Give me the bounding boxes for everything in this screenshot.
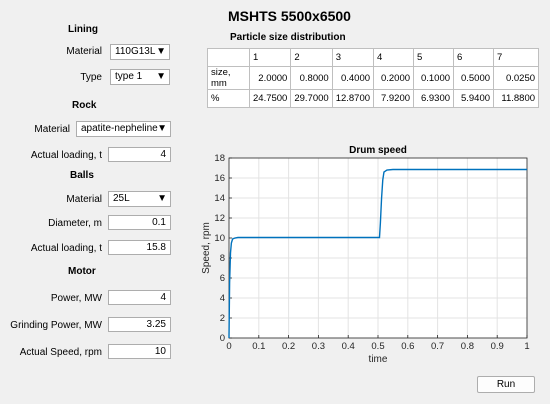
y-tick-label: 10 — [214, 233, 225, 244]
chart-title: Drum speed — [349, 145, 407, 156]
table-header-cell: 1 — [248, 48, 292, 67]
psd-title: Particle size distribution — [230, 32, 346, 43]
table-cell[interactable]: 7.9200 — [373, 89, 415, 108]
drum-speed-chart: 0 0.1 0.2 0.3 0.4 0.5 0.6 0.7 0.8 0.9 102468101214… — [201, 145, 530, 365]
y-tick-label: 0 — [220, 333, 225, 344]
row-label: % — [207, 89, 250, 108]
balls-diameter-label: Diameter, m — [48, 218, 102, 229]
chevron-down-icon: ▼ — [156, 46, 166, 57]
page-title: MSHTS 5500x6500 — [228, 8, 351, 24]
balls-loading-input[interactable]: 15.8 — [108, 240, 171, 255]
x-tick-label: 0.2 — [282, 341, 295, 352]
y-tick-label: 2 — [220, 313, 225, 324]
y-tick-label: 16 — [214, 173, 225, 184]
lining-type-label: Type — [80, 72, 102, 83]
lining-type-dropdown[interactable]: type 1 ▼ — [110, 69, 170, 85]
x-tick-label: 1 — [524, 341, 529, 352]
rock-loading-label: Actual loading, t — [30, 150, 102, 161]
table-cell[interactable]: 0.1000 — [413, 66, 455, 90]
table-header-cell: 5 — [413, 48, 455, 67]
table-header-cell: 6 — [453, 48, 495, 67]
table-header-cell: 2 — [290, 48, 333, 67]
chevron-down-icon: ▼ — [156, 71, 166, 82]
x-tick-label: 0.8 — [461, 341, 474, 352]
run-button[interactable]: Run — [477, 376, 535, 393]
x-tick-label: 0 — [226, 341, 231, 352]
table-cell[interactable]: 12.8700 — [331, 89, 375, 108]
x-tick-label: 0.6 — [401, 341, 414, 352]
table-header-cell: 3 — [331, 48, 375, 67]
table-header-cell: 7 — [493, 48, 540, 67]
table-row: size, mm 2.0000 0.8000 0.4000 0.2000 0.1… — [207, 66, 540, 90]
lining-material-label: Material — [66, 46, 102, 57]
table-cell[interactable]: 0.5000 — [453, 66, 495, 90]
lining-section-title: Lining — [68, 24, 98, 35]
table-cell[interactable]: 0.8000 — [290, 66, 333, 90]
x-tick-label: 0.4 — [342, 341, 355, 352]
balls-material-dropdown[interactable]: 25L ▼ — [108, 191, 171, 207]
y-tick-label: 4 — [220, 293, 225, 304]
table-cell[interactable]: 5.9400 — [453, 89, 495, 108]
table-header-row: 1 2 3 4 5 6 7 — [207, 48, 540, 67]
y-tick-label: 12 — [214, 213, 225, 224]
rock-material-label: Material — [34, 124, 70, 135]
table-header-cell — [207, 48, 250, 67]
motor-speed-input[interactable]: 10 — [108, 344, 171, 359]
rock-material-dropdown[interactable]: apatite-nepheline ▼ — [76, 121, 171, 137]
motor-section-title: Motor — [68, 266, 96, 277]
motor-power-input[interactable]: 4 — [108, 290, 171, 305]
table-cell[interactable]: 0.2000 — [373, 66, 415, 90]
y-axis-label: Speed, rpm — [201, 222, 212, 274]
table-header-cell: 4 — [373, 48, 415, 67]
balls-diameter-input[interactable]: 0.1 — [108, 215, 171, 230]
x-tick-label: 0.9 — [491, 341, 504, 352]
x-tick-label: 0.5 — [371, 341, 384, 352]
x-axis-label: time — [369, 354, 388, 365]
table-cell[interactable]: 0.4000 — [331, 66, 375, 90]
motor-grinding-label: Grinding Power, MW — [10, 320, 102, 331]
y-tick-label: 6 — [220, 273, 225, 284]
balls-material-value: 25L — [113, 193, 130, 204]
series-line — [228, 168, 527, 339]
motor-speed-label: Actual Speed, rpm — [19, 347, 102, 358]
lining-material-dropdown[interactable]: 110G13L ▼ — [110, 44, 170, 60]
rock-material-value: apatite-nepheline — [81, 123, 158, 134]
row-label: size, mm — [207, 66, 250, 90]
table-cell[interactable]: 29.7000 — [290, 89, 333, 108]
chevron-down-icon: ▼ — [157, 193, 167, 204]
rock-loading-input[interactable]: 4 — [108, 147, 171, 162]
y-tick-label: 14 — [214, 193, 225, 204]
motor-grinding-input[interactable]: 3.25 — [108, 317, 171, 332]
balls-section-title: Balls — [70, 170, 94, 181]
table-cell[interactable]: 2.0000 — [248, 66, 292, 90]
x-tick-label: 0.7 — [431, 341, 444, 352]
lining-material-value: 110G13L — [115, 46, 156, 57]
balls-loading-label: Actual loading, t — [30, 243, 102, 254]
table-cell[interactable]: 24.7500 — [248, 89, 292, 108]
y-tick-label: 8 — [220, 253, 225, 264]
table-cell[interactable]: 6.9300 — [413, 89, 455, 108]
rock-section-title: Rock — [72, 100, 97, 111]
psd-table-wrapper: 1 2 3 4 5 6 7 size, mm 2.0000 0.8000 0.4… — [207, 48, 540, 108]
x-tick-label: 0.3 — [312, 341, 325, 352]
table-cell[interactable]: 11.8800 — [493, 89, 540, 108]
table-row: % 24.7500 29.7000 12.8700 7.9200 6.9300 … — [207, 89, 540, 108]
y-tick-label: 18 — [214, 153, 225, 164]
lining-type-value: type 1 — [115, 71, 143, 82]
x-tick-label: 0.1 — [252, 341, 265, 352]
motor-power-label: Power, MW — [50, 293, 102, 304]
chevron-down-icon: ▼ — [157, 123, 167, 134]
balls-material-label: Material — [66, 194, 102, 205]
table-cell[interactable]: 0.0250 — [493, 66, 540, 90]
psd-table[interactable]: 1 2 3 4 5 6 7 size, mm 2.0000 0.8000 0.4… — [207, 48, 540, 108]
